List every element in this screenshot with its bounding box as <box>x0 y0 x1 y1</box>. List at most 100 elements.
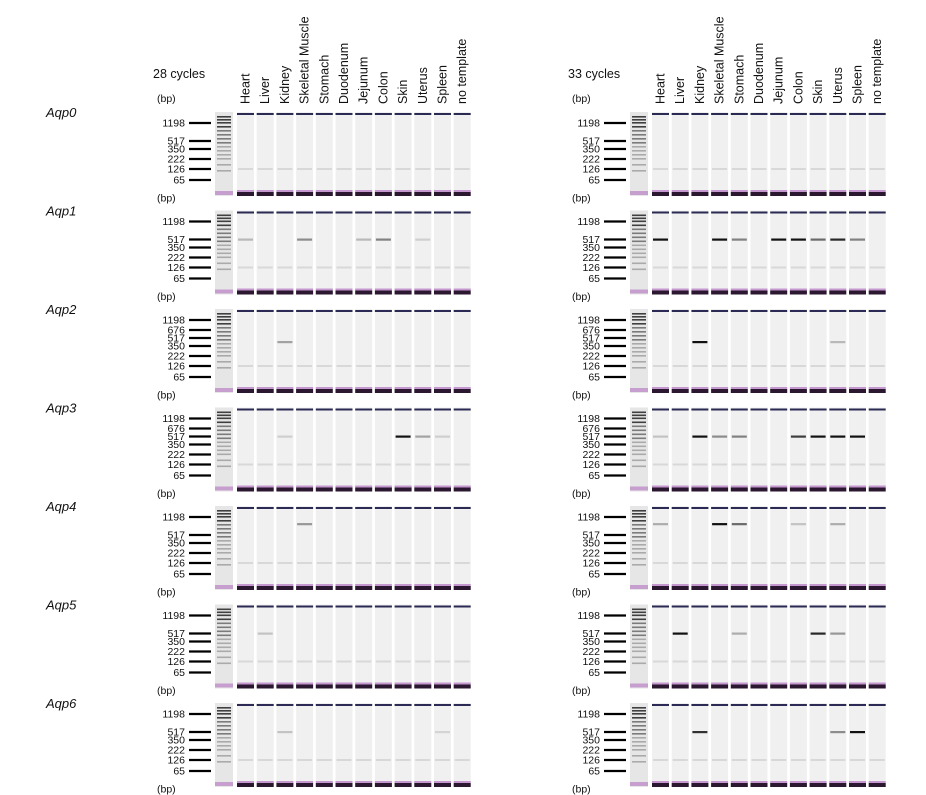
marker-size-label: 126 <box>167 262 185 274</box>
ladder-band <box>217 411 231 414</box>
dye-front <box>256 192 274 196</box>
primer-dimer <box>356 562 372 564</box>
ladder-band <box>632 116 646 118</box>
dye-front <box>868 485 886 488</box>
well-line <box>770 113 788 115</box>
marker-size-label: 1198 <box>162 709 185 721</box>
sample-lane <box>868 112 886 196</box>
dye-front <box>652 290 669 295</box>
dye-front <box>770 389 788 393</box>
well-line <box>335 507 353 509</box>
dye-front <box>711 192 729 196</box>
ladder-band <box>217 323 231 325</box>
marker-size-label: 350 <box>582 144 600 156</box>
well-line <box>789 310 807 312</box>
primer-dimer <box>850 660 865 663</box>
dye-front <box>829 781 847 783</box>
ladder-band <box>632 437 646 440</box>
well-line <box>394 211 412 214</box>
dye-front <box>750 781 768 783</box>
primer-dimer <box>336 463 352 466</box>
well-line <box>414 704 432 706</box>
well-line <box>414 507 432 509</box>
ladder-band <box>632 761 646 763</box>
lane-label: Spleen <box>851 65 865 104</box>
dye-front <box>809 586 827 590</box>
ladder-band <box>217 710 231 712</box>
dye-front <box>770 586 788 590</box>
primer-dimer <box>692 365 708 367</box>
ladder-band <box>632 126 646 128</box>
dye-front <box>849 389 866 393</box>
ladder-band <box>217 158 231 160</box>
primer-dimer <box>238 759 253 761</box>
gene-label: Aqp3 <box>45 401 77 416</box>
primer-dimer <box>692 266 708 269</box>
dye-front <box>237 584 254 586</box>
marker-size-label: 1198 <box>577 512 600 524</box>
marker-size-label: 222 <box>167 745 185 757</box>
primer-dimer <box>869 562 885 564</box>
primer-dimer <box>790 168 806 170</box>
ladder-band <box>217 262 231 265</box>
primer-dimer <box>415 463 431 466</box>
well-line <box>414 605 432 608</box>
dye-front <box>770 387 788 389</box>
sample-lane <box>276 112 294 196</box>
well-line <box>652 507 669 509</box>
marker-size-label: 350 <box>582 439 600 451</box>
dye-front <box>809 487 827 492</box>
primer-dimer <box>731 168 747 170</box>
marker-size-label: 517 <box>582 431 600 443</box>
primer-dimer <box>692 660 708 663</box>
sample-lane <box>711 210 729 295</box>
dye-front <box>215 388 233 392</box>
dye-front <box>276 781 294 783</box>
primer-dimer <box>257 168 273 170</box>
dye-front <box>434 584 451 586</box>
dye-front <box>394 192 412 196</box>
ladder-band <box>632 164 646 166</box>
lane-label: no template <box>455 39 469 104</box>
pcr-band <box>415 238 431 241</box>
marker-size-label: 65 <box>588 667 600 679</box>
well-line <box>652 211 669 214</box>
well-line <box>711 113 729 115</box>
marker-size-label: 222 <box>582 154 600 166</box>
bp-label: (bp) <box>157 193 176 205</box>
ladder-band <box>217 721 231 723</box>
dye-front <box>256 586 274 590</box>
dye-front <box>630 388 648 392</box>
well-line <box>434 507 451 509</box>
dye-front <box>829 190 847 192</box>
ladder-lane <box>215 309 233 393</box>
dye-front <box>691 389 709 393</box>
dye-front <box>789 586 807 590</box>
dye-front <box>215 289 233 294</box>
gene-label: Aqp6 <box>45 696 77 711</box>
primer-dimer <box>415 168 431 170</box>
ladder-band <box>217 335 231 337</box>
dye-front <box>414 487 432 492</box>
primer-dimer <box>672 168 688 170</box>
dye-front <box>750 584 768 586</box>
primer-dimer <box>277 266 293 269</box>
sample-lane <box>276 703 294 787</box>
ladder-band <box>632 552 646 554</box>
dye-front <box>691 192 709 196</box>
bp-label: (bp) <box>157 390 176 402</box>
ladder-band <box>632 119 646 121</box>
ladder-band <box>217 319 231 321</box>
ladder-band <box>217 540 231 542</box>
ladder-band <box>217 116 231 118</box>
ladder-lane <box>215 703 233 787</box>
ladder-band <box>632 224 646 227</box>
dye-front <box>868 190 886 192</box>
well-line <box>394 408 412 411</box>
dye-front <box>750 485 768 488</box>
ladder-band <box>632 319 646 321</box>
dye-front <box>750 783 768 787</box>
dye-front <box>750 387 768 389</box>
dye-front <box>355 290 373 295</box>
well-line <box>652 113 669 115</box>
